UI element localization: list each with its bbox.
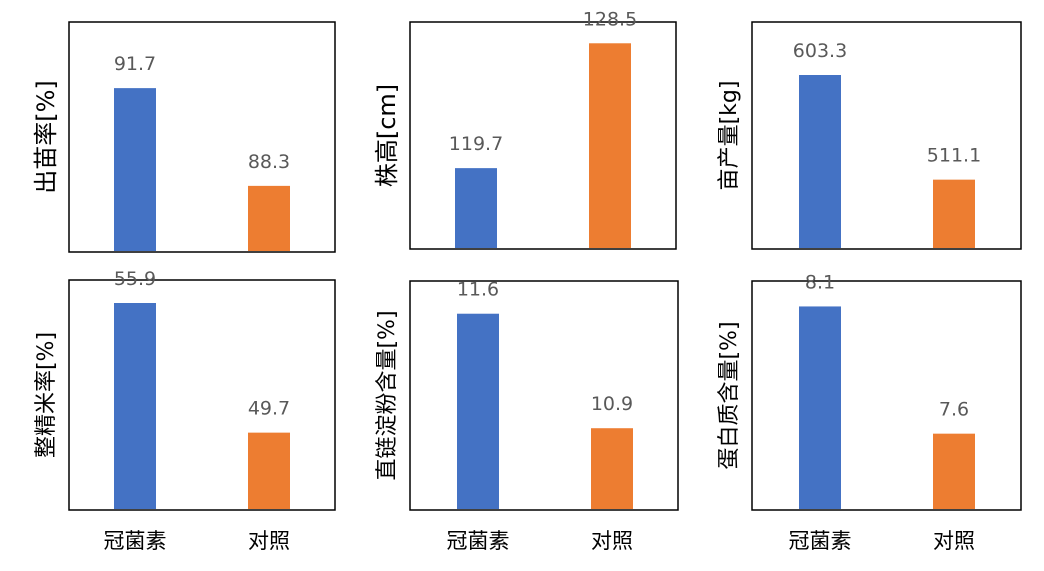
y-axis-label: 蛋白质含量[%] xyxy=(717,321,742,469)
y-axis-label: 株高[cm] xyxy=(373,84,401,187)
bar xyxy=(114,88,156,251)
category-label: 冠菌素 xyxy=(789,529,852,553)
data-label: 511.1 xyxy=(927,145,981,167)
data-label: 49.7 xyxy=(248,398,290,420)
category-label: 对照 xyxy=(591,529,633,553)
data-label: 10.9 xyxy=(591,393,633,415)
data-label: 88.3 xyxy=(248,151,290,173)
bar xyxy=(114,303,156,509)
data-label: 91.7 xyxy=(114,53,156,75)
bar xyxy=(248,432,290,509)
plot-frame xyxy=(751,21,1022,250)
data-label: 119.7 xyxy=(449,133,503,155)
plot-frame xyxy=(409,280,679,511)
category-label: 对照 xyxy=(933,529,975,553)
bar xyxy=(933,179,975,248)
bar xyxy=(933,433,975,509)
plot-frame xyxy=(409,21,677,250)
category-label: 冠菌素 xyxy=(447,529,510,553)
bar xyxy=(799,306,841,509)
plot-frame xyxy=(68,21,336,253)
bar xyxy=(799,75,841,248)
bar xyxy=(457,313,499,509)
plot-frame xyxy=(68,279,336,511)
category-label: 冠菌素 xyxy=(104,529,167,553)
data-label: 55.9 xyxy=(114,268,156,290)
y-axis-label: 亩产量[kg] xyxy=(717,81,742,191)
data-label: 11.6 xyxy=(457,279,499,301)
data-label: 7.6 xyxy=(939,399,969,421)
data-label: 603.3 xyxy=(793,40,847,62)
bar xyxy=(589,43,631,248)
y-axis-label: 出苗率[%] xyxy=(32,80,60,194)
y-axis-label: 整精米率[%] xyxy=(34,332,59,458)
y-axis-label: 直链淀粉含量[%] xyxy=(375,310,400,480)
bar xyxy=(591,428,633,509)
data-label: 8.1 xyxy=(805,271,835,293)
data-label: 128.5 xyxy=(583,8,637,30)
plot-frame xyxy=(751,280,1022,511)
bar xyxy=(455,168,497,248)
category-label: 对照 xyxy=(248,529,290,553)
bar xyxy=(248,185,290,251)
